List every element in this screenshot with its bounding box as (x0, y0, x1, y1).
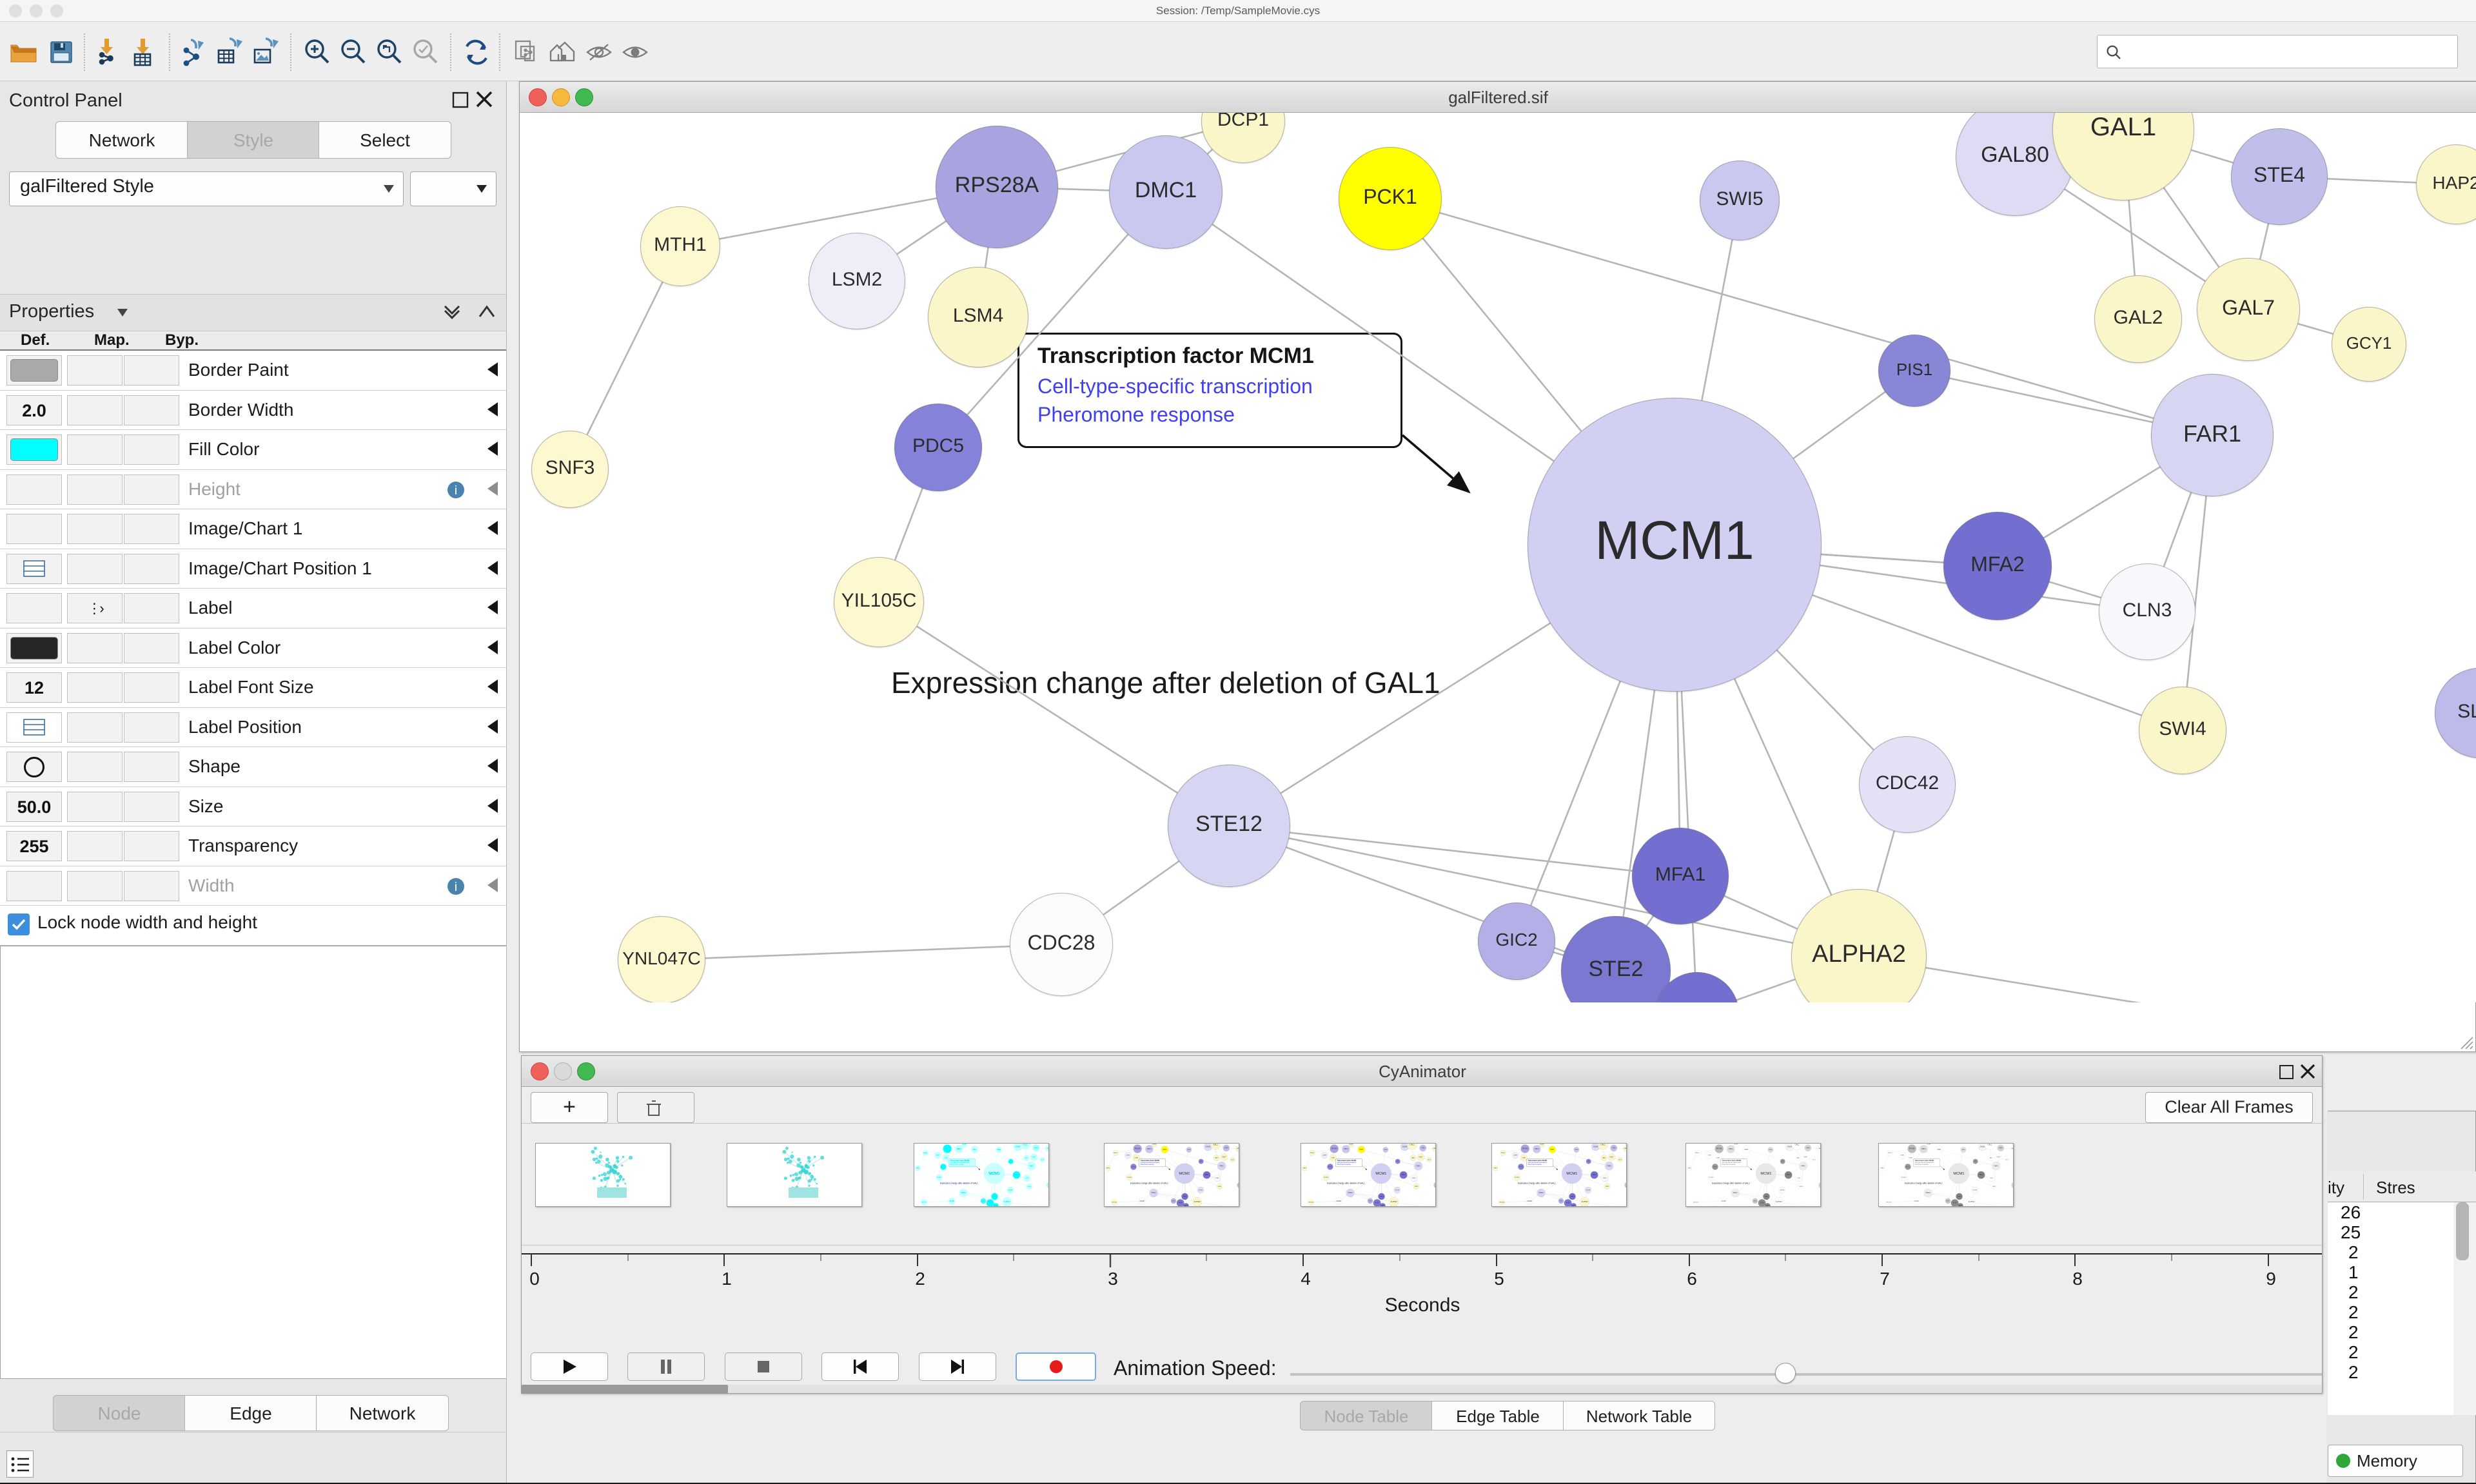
svg-text:i: i (455, 484, 457, 498)
svg-text:i: i (455, 881, 457, 894)
